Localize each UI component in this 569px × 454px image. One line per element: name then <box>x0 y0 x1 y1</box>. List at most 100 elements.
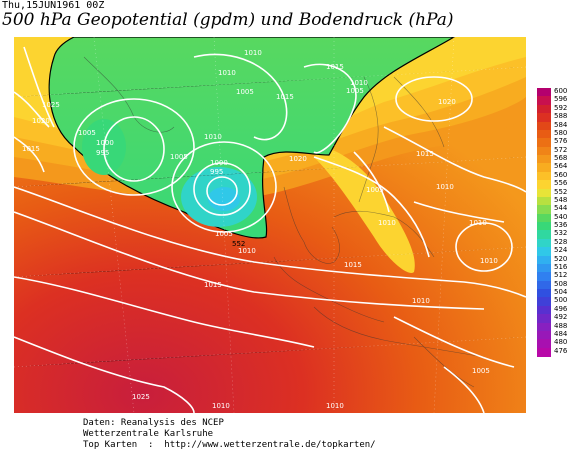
isobar-995-center <box>206 176 238 206</box>
isobar-label: 1010 <box>436 183 454 191</box>
color-scale-swatch <box>537 255 551 265</box>
color-scale-swatch <box>537 230 551 240</box>
color-scale-label: 488 <box>554 321 568 330</box>
height-tongue-europe <box>314 147 415 273</box>
color-scale <box>537 88 551 357</box>
isobar-label: 1010 <box>244 49 262 57</box>
color-scale-label: 492 <box>554 313 568 322</box>
color-scale-label: 588 <box>554 112 568 121</box>
color-scale-label: 564 <box>554 162 568 171</box>
isobar-label: 1020 <box>32 117 50 125</box>
isobar-label: 1010 <box>326 402 344 410</box>
isobars <box>14 46 526 413</box>
isobar-label: 1010 <box>238 247 256 255</box>
isobar-label: 1015 <box>276 93 294 101</box>
isobar-label: 1005 <box>346 87 364 95</box>
isobar-1010-mediterranean <box>393 316 515 368</box>
color-scale-label: 600 <box>554 87 568 95</box>
color-scale-label: 480 <box>554 338 568 347</box>
color-scale-swatch <box>537 280 551 290</box>
color-scale-swatch <box>537 314 551 323</box>
isobar-label: 995 <box>210 168 223 176</box>
isobar-1005-europe <box>353 151 390 213</box>
isobar-label: 1010 <box>218 69 236 77</box>
isobar-label: 1020 <box>438 98 456 106</box>
isobar-1005-center <box>171 141 277 233</box>
isobar-label: 1010 <box>378 219 396 227</box>
isobar-label: 1015 <box>344 261 362 269</box>
color-scale-label: 520 <box>554 254 568 263</box>
color-scale-swatch <box>537 129 551 139</box>
color-scale-swatch <box>537 297 551 307</box>
footer-line-2: Wetterzentrale Karlsruhe <box>83 429 214 439</box>
isobar-label: 1010 <box>204 133 222 141</box>
color-scale-swatch <box>537 171 551 181</box>
footer-line-1: Daten: Reanalysis des NCEP <box>83 418 224 428</box>
isobar-1005-southeast <box>443 366 485 413</box>
isobar-label: 1015 <box>22 145 40 153</box>
isobar-1010-southeast <box>455 222 513 272</box>
isobar-1005-west <box>73 98 195 196</box>
isobar-1010-south <box>14 186 526 298</box>
color-scale-swatch <box>537 238 551 248</box>
color-scale-swatch <box>537 163 551 173</box>
isobar-label: 1015 <box>204 281 222 289</box>
isobar-label: 1005 <box>236 88 254 96</box>
color-scale-swatch <box>537 205 551 215</box>
color-scale-label: 536 <box>554 221 568 229</box>
color-scale-swatch <box>537 138 551 148</box>
isobar-label: 1005 <box>170 153 188 161</box>
color-scale-swatch <box>537 180 551 189</box>
color-scale-label: 532 <box>554 229 568 238</box>
height-low-center <box>208 187 240 211</box>
isobar-label: 1015 <box>326 63 344 71</box>
isobar-labels: 1010 1010 1015 1010 1005 1015 1005 1020 … <box>22 49 498 410</box>
color-scale-swatch <box>537 263 551 273</box>
color-scale-label: 500 <box>554 296 568 305</box>
color-scale-label: 512 <box>554 271 568 280</box>
map-title: 500 hPa Geopotential (gpdm) und Bodendru… <box>2 10 454 30</box>
isobar-label: 1005 <box>215 230 233 238</box>
footer-line-3: Top Karten : http://www.wetterzentrale.d… <box>83 440 376 450</box>
color-scale-swatch <box>537 322 551 332</box>
color-scale-label: 528 <box>554 237 568 246</box>
color-scale-swatch <box>537 113 551 122</box>
date-header: Thu,15JUN1961 00Z <box>2 0 105 11</box>
isobar-label: 1005 <box>472 367 490 375</box>
isobar-1015-west <box>14 136 45 173</box>
color-scale-label: 516 <box>554 262 568 271</box>
color-scale-swatch <box>537 155 551 164</box>
color-scale-label: 592 <box>554 103 568 112</box>
color-scale-label: 540 <box>554 212 568 221</box>
color-scale-label: 484 <box>554 329 568 338</box>
color-scale-swatch <box>537 347 551 357</box>
isobar-1025-west <box>14 91 50 128</box>
color-scale-label: 596 <box>554 95 568 104</box>
data-source-footer: Daten: Reanalysis des NCEP Wetterzentral… <box>83 418 376 451</box>
color-scale-label: 524 <box>554 246 568 255</box>
map-panel: 1010 1010 1015 1010 1005 1015 1005 1020 … <box>14 37 526 413</box>
color-scale-label: 552 <box>554 187 568 196</box>
isobar-label: 1010 <box>412 297 430 305</box>
isobar-1000-center <box>193 162 251 216</box>
isobar-label: 1025 <box>132 393 150 401</box>
color-scale-swatch <box>537 104 551 114</box>
color-scale-label: 584 <box>554 120 568 129</box>
isobar-label: 1005 <box>366 186 384 194</box>
color-scale-swatch <box>537 88 551 97</box>
isobar-label: 1010 <box>469 219 487 227</box>
color-scale-swatch <box>537 222 551 231</box>
isobar-1025-south <box>14 336 195 413</box>
color-scale-swatch <box>537 330 551 340</box>
color-scale-swatch <box>537 121 551 131</box>
isobar-label: 1005 <box>78 129 96 137</box>
isobar-1010-east <box>413 201 505 223</box>
isobar-1020-east <box>395 76 473 122</box>
color-scale-label: 508 <box>554 279 568 288</box>
isobar-label: 1000 <box>96 139 114 147</box>
isobar-1000-west <box>103 116 165 182</box>
color-scale-label: 580 <box>554 128 568 137</box>
color-scale-swatch <box>537 289 551 298</box>
isobar-label: 1010 <box>480 257 498 265</box>
